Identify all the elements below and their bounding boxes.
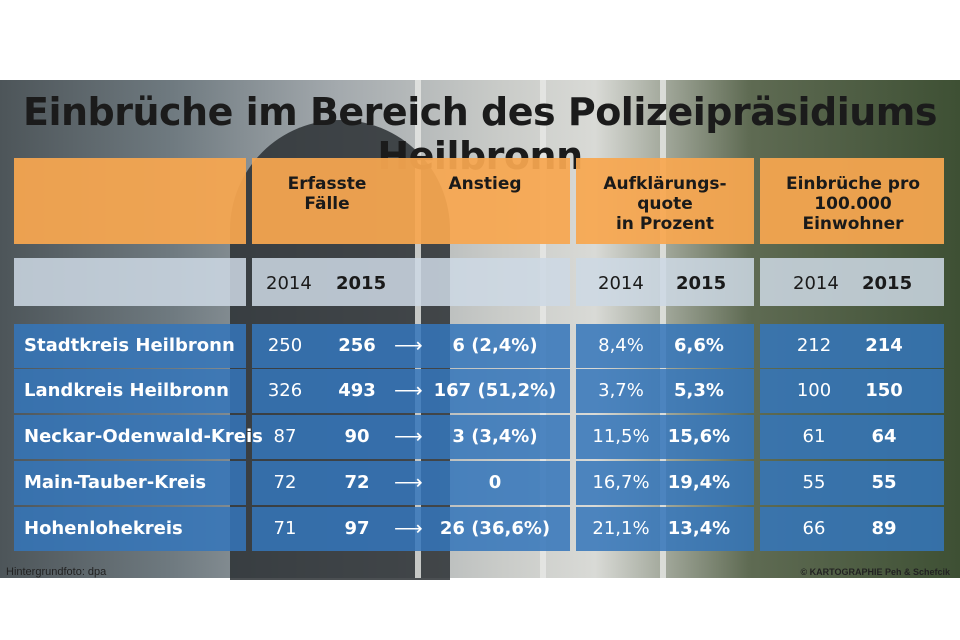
table-cell-bg — [760, 369, 944, 413]
column-header-anstieg: Anstieg — [448, 174, 522, 194]
pro-2015: 214 — [865, 335, 903, 356]
pro-2015: 55 — [871, 472, 897, 493]
arrow-right-icon: ⟶ — [394, 426, 423, 448]
table-cell-bg — [576, 415, 754, 459]
arrow-right-icon: ⟶ — [394, 472, 423, 494]
region-label: Main-Tauber-Kreis — [24, 472, 207, 493]
graphic-credit: © KARTOGRAPHIE Peh & Schefcik — [800, 567, 951, 577]
table-cell-bg — [576, 507, 754, 551]
quote-2014: 16,7% — [592, 472, 650, 493]
photo-credit: Hintergrundfoto: dpa — [6, 566, 107, 578]
header-cell-quote — [576, 158, 754, 244]
table-cell-bg — [576, 461, 754, 505]
anstieg-value: 167 (51,2%) — [433, 380, 557, 401]
faelle-2015: 97 — [344, 518, 370, 539]
faelle-2014: 250 — [267, 335, 303, 356]
region-label: Landkreis Heilbronn — [24, 380, 229, 401]
year-band — [576, 258, 754, 306]
table-cell-bg — [252, 415, 570, 459]
year-band — [252, 258, 570, 306]
table-cell-bg — [252, 507, 570, 551]
table-cell-bg — [14, 324, 246, 368]
year-label-2014: 2014 — [793, 273, 839, 294]
year-label-2014: 2014 — [598, 273, 644, 294]
column-header-einbrueche-pro-100000: Einbrüche pro 100.000 Einwohner — [785, 174, 921, 234]
table-cell-bg — [760, 507, 944, 551]
table-cell-bg — [14, 507, 246, 551]
pro-2015: 89 — [871, 518, 897, 539]
quote-2015: 13,4% — [667, 518, 731, 539]
quote-2015: 19,4% — [667, 472, 731, 493]
table-row: Stadtkreis Heilbronn 250 256 ⟶ 6 (2,4%) 8,4% 6… — [14, 324, 944, 368]
year-label-2015: 2015 — [336, 273, 387, 294]
arrow-right-icon: ⟶ — [394, 380, 423, 402]
year-band — [14, 258, 246, 306]
pro-2014: 212 — [796, 335, 832, 356]
pro-2014: 100 — [796, 380, 832, 401]
anstieg-value: 3 (3,4%) — [452, 426, 538, 447]
faelle-2015: 256 — [338, 335, 376, 356]
quote-2014: 8,4% — [598, 335, 644, 356]
faelle-2015: 90 — [344, 426, 370, 447]
table-cell-bg — [576, 369, 754, 413]
region-label: Hohenlohekreis — [24, 518, 183, 539]
table-cell-bg — [760, 415, 944, 459]
table-cell-bg — [760, 324, 944, 368]
column-header-aufklaerungsquote: Aufklärungs-quote in Prozent — [603, 174, 727, 234]
faelle-2014: 72 — [273, 472, 297, 493]
table-cell-bg — [252, 461, 570, 505]
faelle-2014: 326 — [267, 380, 303, 401]
quote-2015: 5,3% — [674, 380, 724, 401]
quote-2014: 3,7% — [598, 380, 644, 401]
table-row: Main-Tauber-Kreis 72 72 ⟶ 0 16,7% 19,4% 55 55 — [14, 461, 944, 505]
faelle-2015: 493 — [338, 380, 376, 401]
column-header-erfasste-faelle: Erfasste Fälle — [287, 174, 367, 214]
pro-2015: 64 — [871, 426, 897, 447]
quote-2015: 6,6% — [674, 335, 724, 356]
table-row: Landkreis Heilbronn 326 493 ⟶ 167 (51,2%) 3,7… — [14, 369, 944, 413]
anstieg-value: 6 (2,4%) — [452, 335, 538, 356]
quote-2014: 21,1% — [592, 518, 650, 539]
faelle-2014: 87 — [273, 426, 297, 447]
region-label: Neckar-Odenwald-Kreis — [24, 426, 263, 447]
header-cell-faelle-anstieg — [252, 158, 570, 244]
table-cell-bg — [14, 415, 246, 459]
pro-2014: 61 — [802, 426, 826, 447]
pro-2014: 66 — [802, 518, 826, 539]
table-cell-bg — [14, 369, 246, 413]
year-label-2015: 2015 — [862, 273, 913, 294]
quote-2014: 11,5% — [592, 426, 650, 447]
arrow-right-icon: ⟶ — [394, 518, 423, 540]
anstieg-value: 26 (36,6%) — [439, 518, 551, 539]
table-cell-bg — [252, 369, 570, 413]
table-cell-bg — [576, 324, 754, 368]
pro-2015: 150 — [865, 380, 903, 401]
table-row: Hohenlohekreis 71 97 ⟶ 26 (36,6%) 21,1% 13,4% 6… — [14, 507, 944, 551]
year-band — [760, 258, 944, 306]
year-label-2014: 2014 — [266, 273, 312, 294]
table-cell-bg — [760, 461, 944, 505]
year-label-2015: 2015 — [676, 273, 727, 294]
quote-2015: 15,6% — [667, 426, 731, 447]
pro-2014: 55 — [802, 472, 826, 493]
table-row: Neckar-Odenwald-Kreis 87 90 ⟶ 3 (3,4%) 11,5% 1… — [14, 415, 944, 459]
header-cell-region — [14, 158, 246, 244]
anstieg-value: 0 — [488, 472, 502, 493]
arrow-right-icon: ⟶ — [394, 335, 423, 357]
faelle-2015: 72 — [344, 472, 370, 493]
table-cell-bg — [14, 461, 246, 505]
table-cell-bg — [252, 324, 570, 368]
region-label: Stadtkreis Heilbronn — [24, 335, 235, 356]
header-cell-pro100k — [760, 158, 944, 244]
faelle-2014: 71 — [273, 518, 297, 539]
